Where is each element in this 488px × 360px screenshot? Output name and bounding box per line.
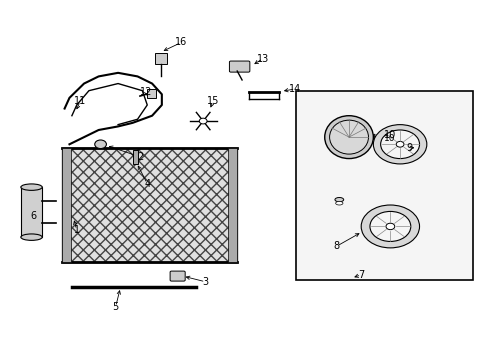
- Text: 3: 3: [202, 277, 208, 287]
- Ellipse shape: [335, 202, 342, 205]
- Circle shape: [385, 223, 394, 230]
- Text: 8: 8: [333, 241, 339, 251]
- Ellipse shape: [21, 184, 42, 190]
- Text: 14: 14: [289, 84, 301, 94]
- Text: 1: 1: [74, 225, 80, 235]
- FancyBboxPatch shape: [170, 271, 185, 281]
- Circle shape: [395, 141, 403, 147]
- Ellipse shape: [21, 234, 42, 240]
- Circle shape: [199, 118, 206, 124]
- Text: 2: 2: [137, 152, 143, 162]
- Bar: [295, 91, 472, 280]
- Text: 16: 16: [175, 37, 187, 48]
- Text: 15: 15: [206, 96, 219, 107]
- Bar: [62, 148, 237, 262]
- Text: 10: 10: [383, 134, 394, 143]
- Text: 13: 13: [256, 54, 268, 64]
- Ellipse shape: [329, 120, 368, 154]
- FancyBboxPatch shape: [229, 61, 249, 72]
- Ellipse shape: [324, 116, 372, 158]
- Text: 10: 10: [384, 130, 396, 140]
- Bar: [155, 53, 167, 64]
- Text: 4: 4: [144, 179, 150, 189]
- Bar: [228, 148, 237, 262]
- Circle shape: [95, 140, 106, 149]
- Bar: [132, 150, 137, 164]
- Bar: [62, 148, 71, 262]
- Bar: [21, 187, 42, 237]
- Text: 11: 11: [74, 96, 86, 107]
- Text: 12: 12: [140, 87, 152, 98]
- Text: 6: 6: [30, 211, 36, 221]
- Ellipse shape: [334, 198, 343, 202]
- Text: 5: 5: [112, 302, 119, 312]
- Text: 9: 9: [406, 143, 412, 153]
- Bar: [147, 89, 156, 98]
- Text: 7: 7: [357, 270, 364, 280]
